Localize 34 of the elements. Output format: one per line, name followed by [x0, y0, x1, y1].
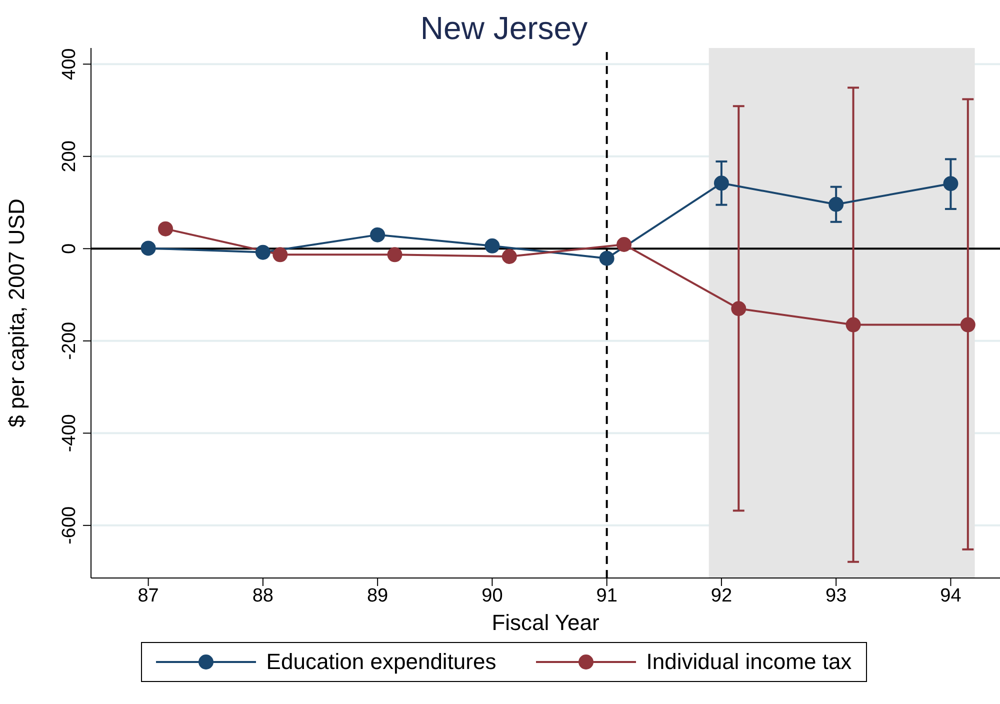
legend-label: Education expenditures: [266, 649, 496, 675]
point: [158, 221, 174, 236]
x-axis-title: Fiscal Year: [492, 610, 600, 635]
y-tick-label: -600: [59, 506, 80, 544]
point: [484, 238, 500, 254]
x-tick-label: 94: [940, 585, 962, 606]
legend-label: Individual income tax: [646, 649, 852, 675]
point: [502, 248, 517, 264]
point: [731, 301, 746, 316]
point: [960, 317, 976, 332]
x-tick-label: 89: [367, 585, 388, 606]
x-tick-label: 90: [482, 585, 503, 606]
y-tick-label: -400: [59, 414, 80, 452]
y-tick-label: 200: [59, 140, 80, 172]
y-tick-label: 0: [59, 243, 80, 254]
point: [370, 227, 386, 242]
y-tick-label: -200: [59, 322, 80, 360]
point: [255, 244, 270, 260]
x-tick-label: 87: [138, 585, 159, 606]
x-tick-label: 92: [710, 585, 732, 606]
y-tick-label: 400: [59, 48, 80, 80]
point: [828, 196, 844, 212]
x-tick-label: 91: [596, 585, 618, 606]
point: [943, 176, 958, 192]
point: [140, 240, 156, 256]
point: [846, 317, 861, 332]
point: [714, 176, 729, 191]
point: [387, 247, 402, 262]
point: [272, 247, 288, 262]
point: [616, 237, 632, 252]
chart-title: New Jersey: [419, 9, 589, 48]
x-tick-label: 93: [826, 585, 847, 606]
x-tick-label: 88: [252, 585, 274, 606]
point: [599, 250, 614, 266]
